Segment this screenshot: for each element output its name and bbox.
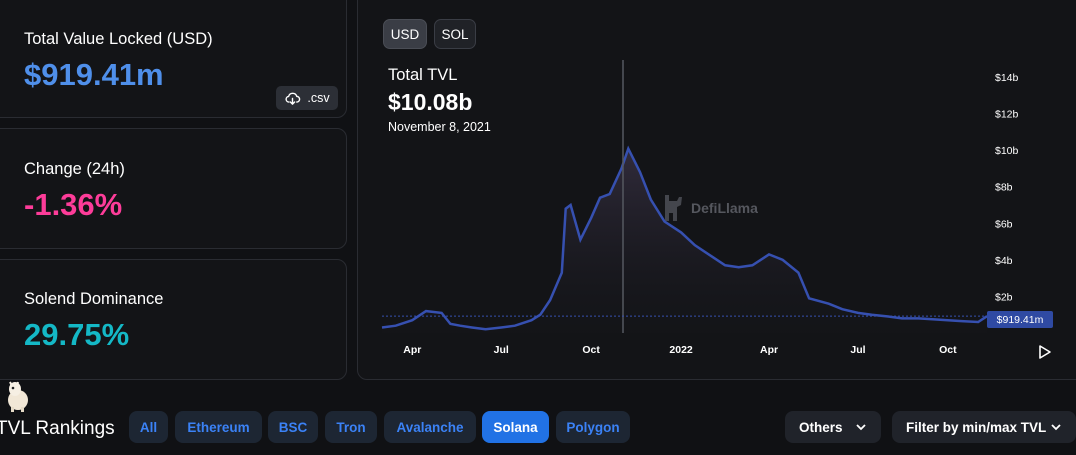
tvl-line [381, 145, 988, 331]
chart-hover-date: November 8, 2021 [388, 120, 491, 134]
others-label: Others [799, 419, 843, 435]
dominance-card: Solend Dominance 29.75% [0, 259, 347, 380]
y-tick-label: $12b [995, 109, 1019, 121]
chain-tab-avalanche[interactable]: Avalanche [384, 411, 476, 443]
chain-tab-polygon[interactable]: Polygon [556, 411, 630, 443]
x-tick-label: Oct [939, 344, 957, 356]
llama-logo-icon [665, 195, 682, 221]
tvl-value: $919.41m [24, 57, 164, 92]
chart-hover-value: $10.08b [388, 89, 473, 115]
tvl-area [382, 148, 987, 333]
x-tick-label: Apr [403, 344, 421, 356]
tvl-rankings-title: TVL Rankings [0, 418, 115, 439]
usd-toggle-button[interactable]: USD [383, 19, 427, 49]
change-value: -1.36% [24, 187, 123, 222]
chain-tab-all[interactable]: All [129, 411, 168, 443]
dominance-value: 29.75% [24, 317, 130, 352]
tvl-label: Total Value Locked (USD) [24, 30, 213, 48]
x-tick-label: Jul [850, 344, 865, 356]
llama-mascot-icon [8, 381, 28, 412]
y-tick-label: $6b [995, 218, 1013, 230]
sol-toggle-button[interactable]: SOL [434, 19, 476, 49]
others-dropdown[interactable]: Others [785, 411, 881, 443]
y-tick-label: $10b [995, 145, 1019, 157]
chain-tab-ethereum[interactable]: Ethereum [175, 411, 262, 443]
change-label: Change (24h) [24, 160, 125, 178]
dominance-label: Solend Dominance [24, 290, 164, 308]
x-tick-label: 2022 [669, 344, 693, 356]
chain-tab-tron[interactable]: Tron [325, 411, 377, 443]
change-card: Change (24h) -1.36% [0, 128, 347, 249]
chart-title: Total TVL [388, 66, 458, 84]
y-tick-label: $8b [995, 182, 1013, 194]
x-tick-label: Oct [582, 344, 600, 356]
tvl-card: Total Value Locked (USD) $919.41m .csv [0, 0, 347, 118]
play-icon[interactable] [1037, 344, 1053, 360]
csv-label: .csv [307, 91, 330, 105]
y-tick-label: $2b [995, 291, 1013, 303]
x-tick-label: Jul [494, 344, 509, 356]
y-tick-label: $14b [995, 72, 1019, 84]
tvl-chart[interactable]: $2b $4b $6b $8b $10b $12b $14b Apr Jul Oct 2022 Ap… [357, 0, 1076, 380]
defillama-watermark: DefiLlama [659, 193, 758, 223]
chain-tab-solana[interactable]: Solana [482, 411, 549, 443]
y-tick-label: $4b [995, 255, 1013, 267]
filter-label: Filter by min/max TVL [906, 419, 1047, 435]
x-tick-label: Apr [760, 344, 778, 356]
download-csv-button[interactable]: .csv [276, 86, 338, 110]
chain-tab-bsc[interactable]: BSC [268, 411, 318, 443]
chevron-down-icon [1051, 424, 1061, 431]
cloud-download-icon [285, 92, 301, 105]
watermark-text: DefiLlama [691, 200, 758, 216]
chevron-down-icon [856, 424, 866, 431]
filter-tvl-dropdown[interactable]: Filter by min/max TVL [892, 411, 1076, 443]
current-value-label: $919.41m [987, 311, 1053, 328]
